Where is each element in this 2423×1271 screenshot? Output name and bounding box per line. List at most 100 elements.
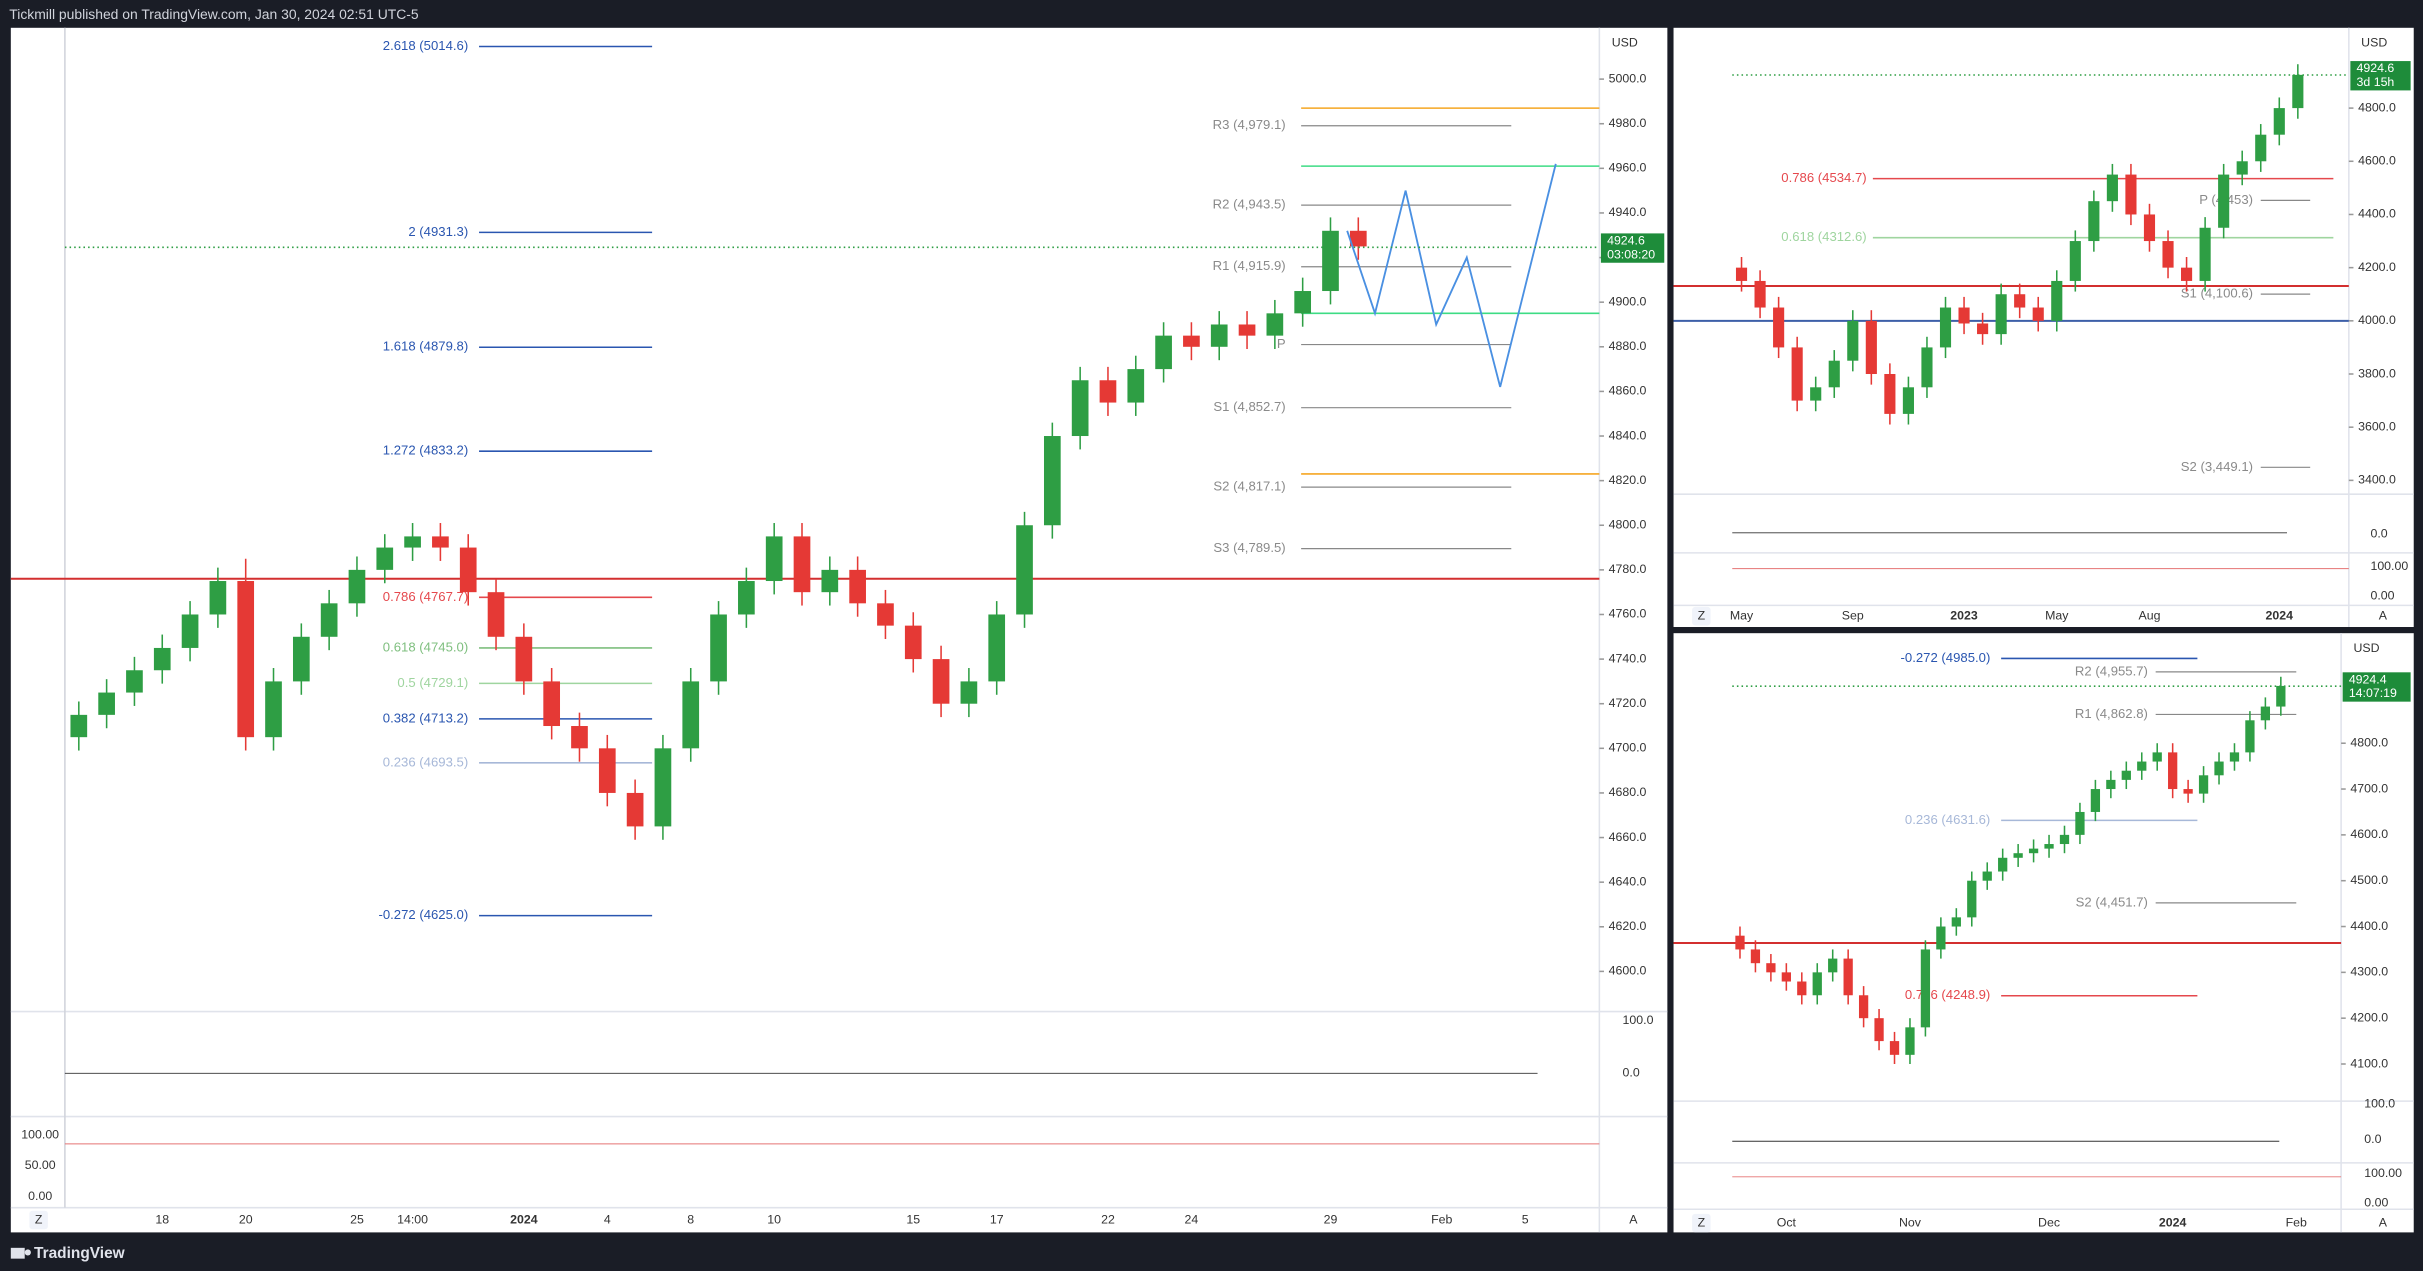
x-tick-label: 17 [990,1212,1004,1226]
candle-body [432,536,449,548]
fib-label: 1.272 (4833.2) [383,443,468,458]
candle-body [1865,320,1877,375]
candle-body [2152,752,2162,762]
y-tick-label: 4600.0 [2350,827,2388,841]
x-tick-label: 29 [1324,1212,1338,1226]
candle-body [738,581,755,615]
candle-body [1349,230,1367,247]
pivot-label: S3 (4,789.5) [1213,540,1285,555]
candle-body [2028,848,2039,854]
x-tick-label: 14:00 [397,1212,428,1226]
candle-body [2183,789,2193,794]
candle-body [654,748,672,827]
candle-body [2121,770,2131,780]
y-tick-label: 4800.0 [1609,518,1647,532]
candle-body [1977,323,1989,335]
candle-body [2229,752,2240,762]
zoom-button-label[interactable]: Z [1698,608,1706,622]
candle-body [98,692,115,715]
candle-body [2245,720,2255,753]
candle-body [1238,324,1256,336]
candle-body [904,625,922,660]
x-tick-label: 10 [767,1212,781,1226]
x-tick-label: 4 [604,1212,611,1226]
y-tick-label: 4960.0 [1609,161,1647,175]
candle-body [1902,387,1914,414]
x-tick-label: 5 [1522,1212,1529,1226]
y-tick-label: 4980.0 [1609,116,1647,130]
oscillator-label: 100.00 [21,1127,59,1141]
candle-body [2106,779,2116,790]
auto-button-label[interactable]: A [2379,1215,2388,1229]
candle-body [1905,1027,1915,1055]
fib-label: 0.382 (4713.2) [383,710,468,725]
y-tick-label: 3400.0 [2358,473,2396,487]
y-tick-label: 4300.0 [2350,965,2388,979]
indicator-label: 0.0 [2364,1132,2381,1146]
last-price-box [1600,233,1665,263]
candle-body [1773,307,1785,348]
candle-body [2032,307,2044,321]
indicator-label: 0.0 [2370,527,2387,541]
candle-body [1099,380,1117,403]
candle-body [1810,387,1822,401]
pivot-label: R3 (4,979.1) [1213,117,1286,132]
auto-button-label[interactable]: A [1629,1212,1638,1226]
y-tick-label: 4800.0 [2350,735,2388,749]
candle-body [2162,241,2174,268]
candle-body [1155,335,1172,370]
x-tick-label: 2024 [2266,608,2294,622]
candle-body [1294,291,1312,314]
candle-body [2088,201,2100,242]
candle-body [2218,174,2230,228]
pivot-label: S1 (4,852.7) [1213,399,1285,414]
candle-body [1127,369,1145,403]
y-tick-label: 3800.0 [2358,366,2396,380]
oscillator-label: 100.00 [2364,1166,2402,1180]
x-tick-label: 8 [687,1212,694,1226]
candle-body [1858,995,1869,1019]
fib-label: 0.786 (4534.7) [1781,170,1866,185]
x-tick-label: 22 [1101,1212,1115,1226]
y-tick-label: 4640.0 [1609,874,1647,888]
y-tick-label: 4100.0 [2350,1056,2388,1070]
x-tick-label: 2023 [1950,608,1978,622]
zoom-button-label[interactable]: Z [1698,1215,1706,1229]
last-price-box [2350,61,2411,91]
pivot-label: R1 (4,915.9) [1213,258,1286,273]
candle-body [2273,108,2285,135]
last-price-label: 4924.6 [2357,61,2395,75]
last-price-label: 4924.6 [1607,233,1645,247]
candle-body [1828,958,1838,973]
candle-body [2236,161,2248,175]
indicator-label: 0.0 [1623,1066,1640,1080]
candle-body [320,603,338,637]
candle-body [793,536,811,593]
candle-body [1791,347,1803,401]
pivot-label: R2 (4,943.5) [1213,197,1286,212]
fib-label: 2 (4931.3) [408,224,468,239]
y-tick-label: 4680.0 [1609,785,1647,799]
y-tick-label: 4600.0 [2358,154,2396,168]
x-tick-label: 24 [1185,1212,1199,1226]
oscillator-label: 0.00 [2370,588,2394,602]
candle-body [2276,685,2286,707]
candle-body [2125,174,2137,215]
y-tick-label: 5000.0 [1609,71,1647,85]
candle-body [1043,436,1061,526]
candle-body [2260,706,2271,721]
x-tick-label: Dec [2038,1215,2060,1229]
fib-label: 0.5 (4729.1) [397,675,468,690]
candle-body [1951,917,1961,927]
zoom-button-label[interactable]: Z [35,1212,43,1226]
projection-path [1346,163,1557,388]
countdown-label: 3d 15h [2357,75,2395,89]
pivot-label: S1 (4,100.6) [2181,286,2253,301]
auto-button-label[interactable]: A [2379,608,2388,622]
y-tick-label: 4760.0 [1609,607,1647,621]
x-tick-label: 25 [350,1212,364,1226]
candle-body [1958,307,1970,324]
y-tick-label: 4500.0 [2350,873,2388,887]
candle-body [1266,313,1284,336]
zoom-button [29,1210,48,1230]
